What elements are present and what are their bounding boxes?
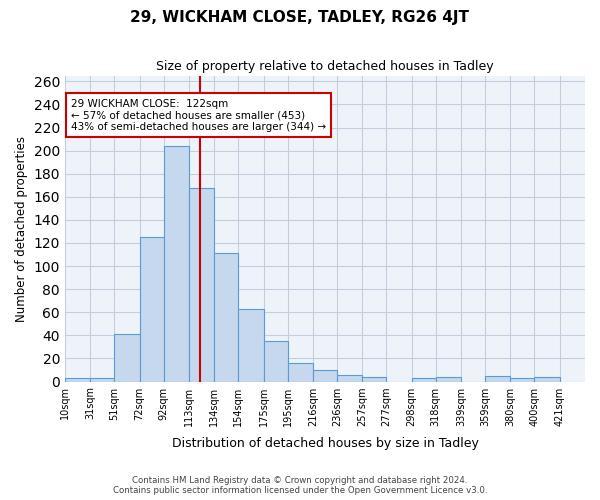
Bar: [313, 370, 337, 382]
Text: 29 WICKHAM CLOSE:  122sqm
← 57% of detached houses are smaller (453)
43% of semi: 29 WICKHAM CLOSE: 122sqm ← 57% of detach…: [71, 98, 326, 132]
Bar: [263, 341, 287, 382]
Bar: [511, 378, 535, 382]
Bar: [436, 377, 461, 382]
Bar: [189, 188, 214, 382]
Bar: [238, 309, 263, 382]
Text: Contains HM Land Registry data © Crown copyright and database right 2024.
Contai: Contains HM Land Registry data © Crown c…: [113, 476, 487, 495]
Title: Size of property relative to detached houses in Tadley: Size of property relative to detached ho…: [156, 60, 494, 73]
Text: 29, WICKHAM CLOSE, TADLEY, RG26 4JT: 29, WICKHAM CLOSE, TADLEY, RG26 4JT: [131, 10, 470, 25]
Bar: [412, 378, 436, 382]
Bar: [140, 237, 164, 382]
Y-axis label: Number of detached properties: Number of detached properties: [15, 136, 28, 322]
Bar: [485, 376, 511, 382]
Bar: [65, 378, 90, 382]
Bar: [362, 377, 386, 382]
Bar: [114, 334, 140, 382]
X-axis label: Distribution of detached houses by size in Tadley: Distribution of detached houses by size …: [172, 437, 478, 450]
Bar: [90, 378, 114, 382]
Bar: [287, 363, 313, 382]
Bar: [337, 374, 362, 382]
Bar: [164, 146, 189, 382]
Bar: [214, 254, 238, 382]
Bar: [535, 377, 560, 382]
